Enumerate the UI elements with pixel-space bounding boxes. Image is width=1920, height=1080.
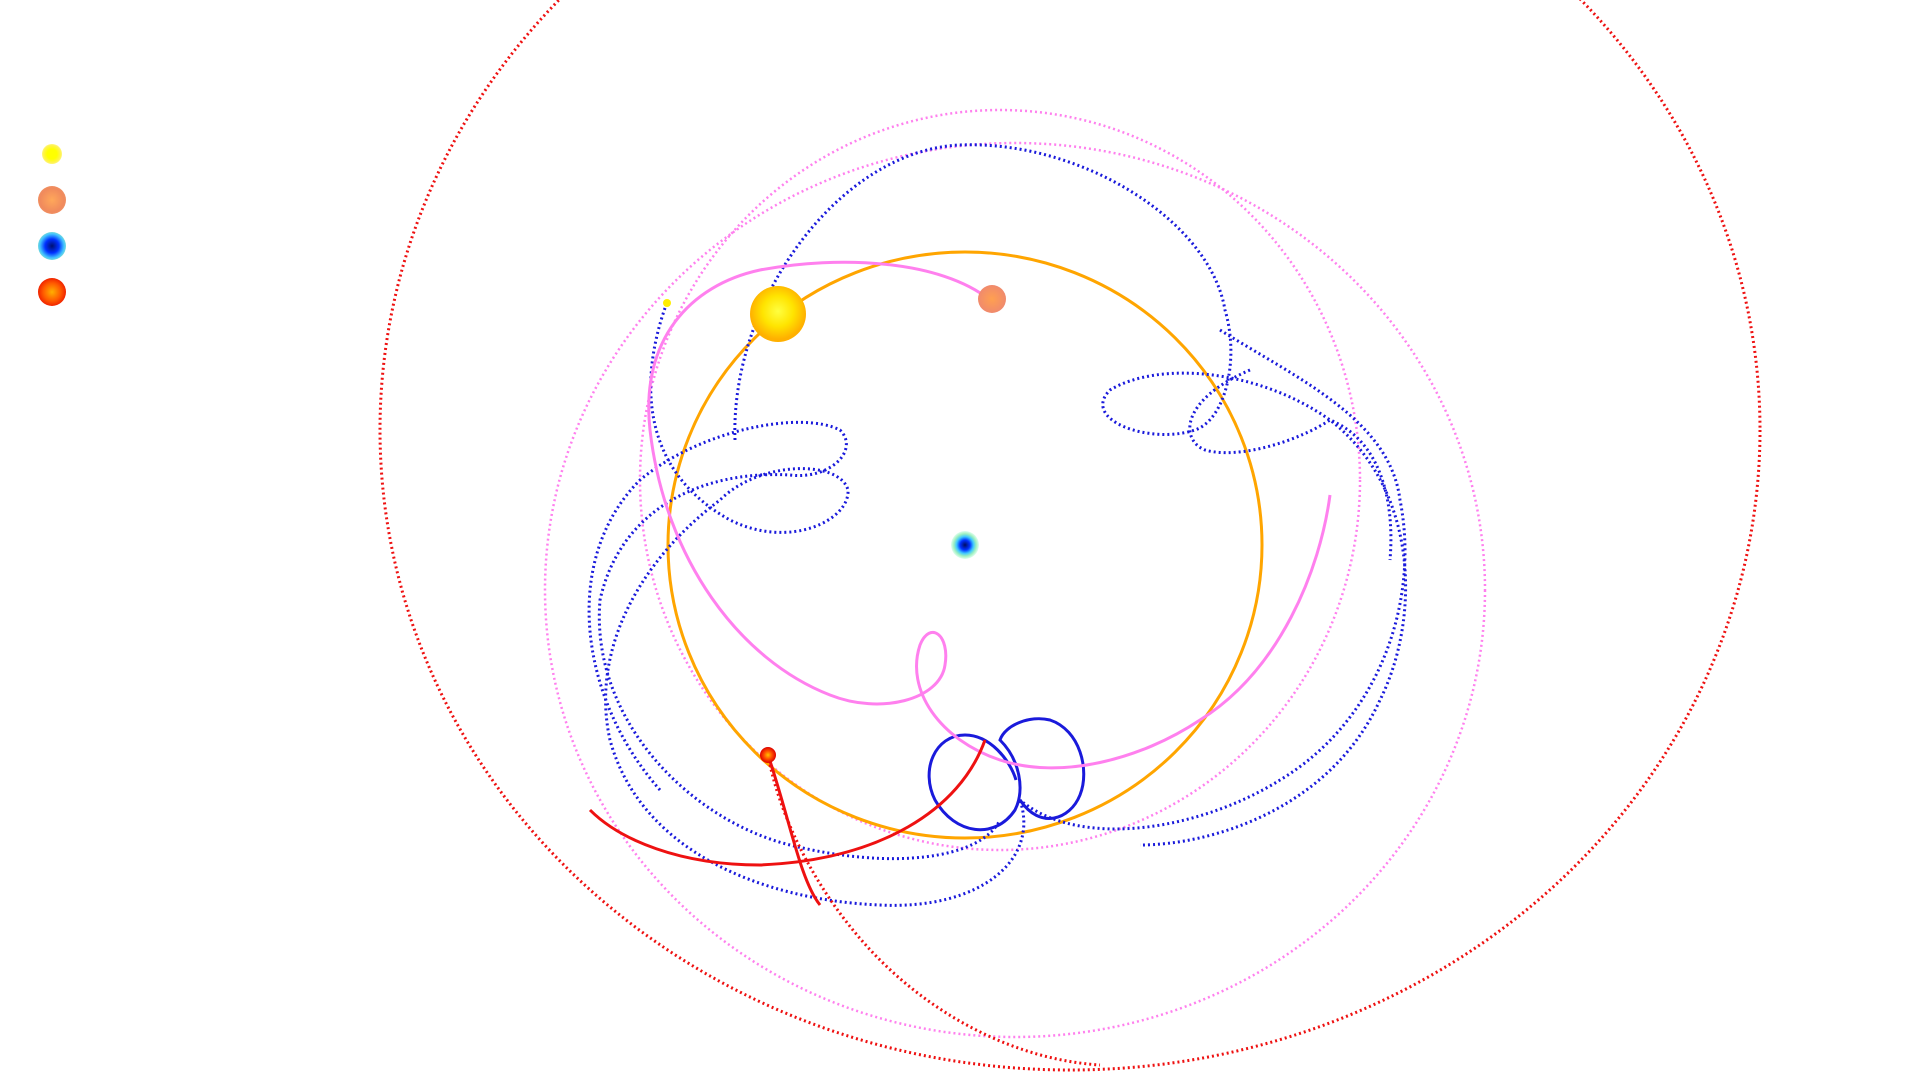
legend xyxy=(36,138,68,322)
mercury-icon xyxy=(38,186,66,214)
mercury-body[interactable] xyxy=(978,285,1006,313)
mars-trail xyxy=(766,754,1101,1067)
mercury-trail xyxy=(647,260,1332,770)
venus-solid-trail xyxy=(927,717,1086,832)
mars-icon xyxy=(38,278,66,306)
legend-item-mercury[interactable] xyxy=(36,184,68,216)
legend-item-earth[interactable] xyxy=(36,230,68,262)
mercury-orbit-path xyxy=(543,141,1487,1039)
small-star xyxy=(663,299,671,307)
mars-body[interactable] xyxy=(760,747,776,763)
mars-orbit-path xyxy=(378,0,1762,1072)
sun-body[interactable] xyxy=(750,286,806,342)
earth-body[interactable] xyxy=(951,531,979,559)
legend-item-sun[interactable] xyxy=(36,138,68,170)
mars-solid-trail xyxy=(588,739,987,906)
earth-icon xyxy=(38,232,66,260)
sun-orbit-path xyxy=(666,250,1264,840)
legend-item-mars[interactable] xyxy=(36,276,68,308)
sun-icon xyxy=(42,144,62,164)
venus-trail xyxy=(587,143,1408,907)
